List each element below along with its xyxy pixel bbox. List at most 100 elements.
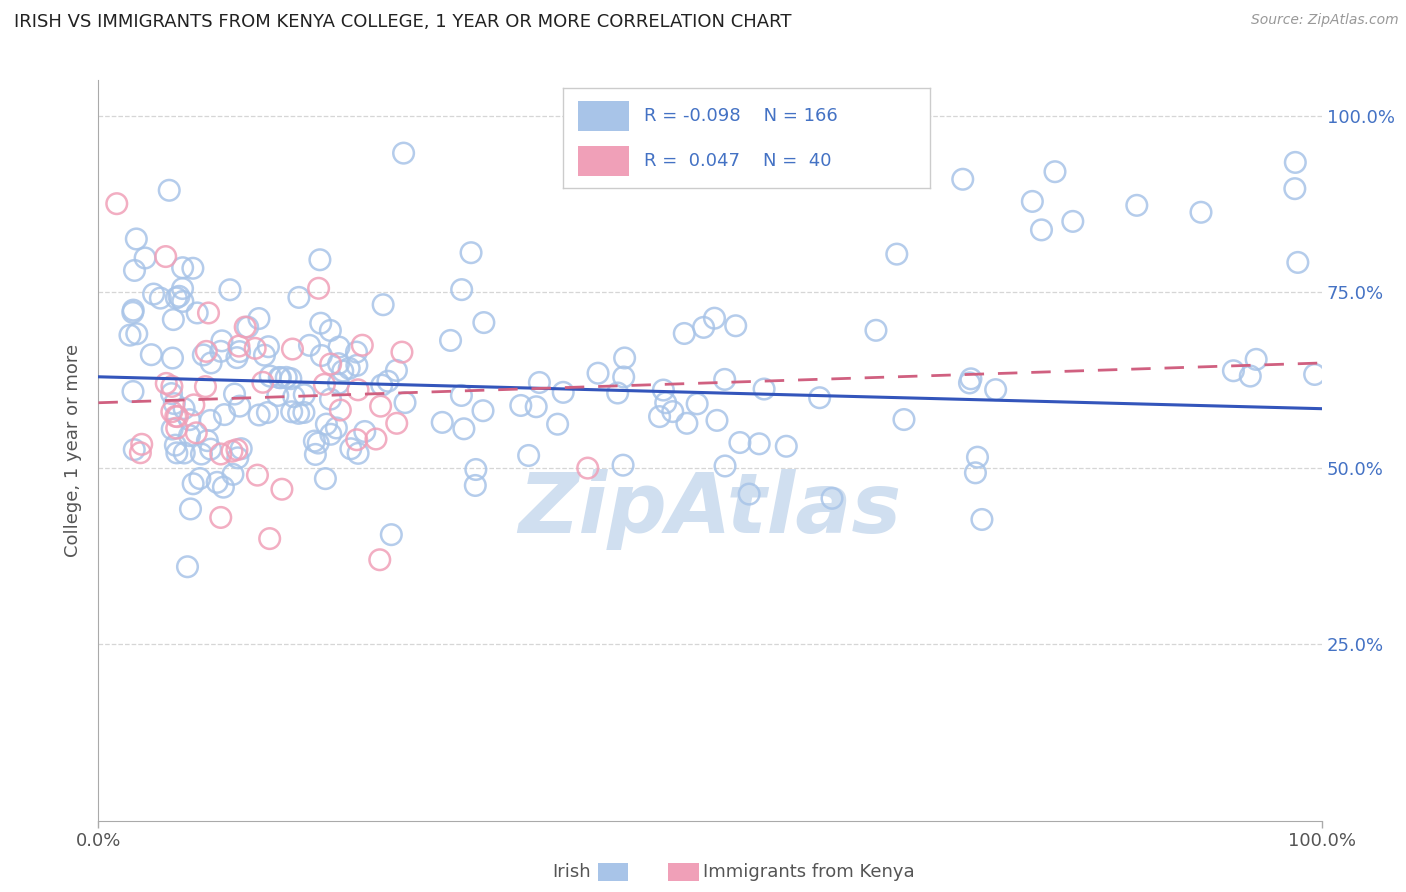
Point	[364, 432, 387, 446]
Point	[392, 146, 415, 161]
Text: Irish: Irish	[553, 863, 591, 881]
Point	[166, 421, 188, 435]
Point	[553, 385, 575, 400]
Point	[686, 397, 709, 411]
Point	[276, 370, 298, 384]
Point	[314, 377, 336, 392]
Point	[385, 417, 408, 431]
Point	[121, 305, 143, 319]
Point	[1021, 194, 1043, 209]
Point	[893, 412, 915, 426]
Point	[952, 172, 974, 186]
Point	[105, 196, 128, 211]
Point	[179, 428, 201, 442]
Point	[165, 409, 187, 424]
Point	[131, 437, 153, 451]
Point	[288, 290, 311, 304]
Point	[724, 318, 747, 333]
Point	[385, 363, 408, 377]
Point	[160, 405, 183, 419]
Point	[209, 447, 232, 461]
Point	[1062, 214, 1084, 228]
Point	[228, 339, 250, 353]
Point	[332, 364, 354, 378]
Point	[1239, 369, 1261, 384]
Point	[775, 439, 797, 453]
Point	[450, 388, 472, 402]
Point	[247, 311, 270, 326]
Point	[270, 482, 294, 496]
Point	[464, 478, 486, 492]
Point	[181, 476, 204, 491]
Point	[1031, 223, 1053, 237]
Point	[183, 398, 205, 412]
Point	[450, 283, 472, 297]
Point	[346, 345, 368, 359]
Point	[292, 405, 315, 419]
Point	[353, 425, 375, 439]
Point	[167, 289, 190, 303]
Point	[370, 378, 392, 392]
Point	[432, 416, 454, 430]
Point	[315, 417, 337, 431]
Point	[280, 371, 302, 385]
Point	[149, 291, 172, 305]
Point	[391, 345, 413, 359]
Point	[211, 334, 233, 348]
Point	[129, 446, 152, 460]
Point	[325, 421, 347, 435]
Point	[706, 413, 728, 427]
Point	[654, 396, 676, 410]
Point	[141, 348, 163, 362]
Point	[368, 553, 391, 567]
Point	[453, 422, 475, 436]
Point	[328, 357, 350, 371]
Point	[966, 450, 988, 465]
Point	[214, 408, 236, 422]
Point	[308, 281, 330, 295]
Point	[517, 449, 540, 463]
Point	[347, 383, 370, 397]
Point	[821, 491, 844, 506]
Point	[259, 532, 281, 546]
Point	[160, 379, 183, 393]
Point	[309, 252, 332, 267]
Point	[155, 250, 177, 264]
Point	[1043, 164, 1066, 178]
Point	[269, 370, 291, 384]
Point	[394, 395, 416, 409]
Point	[160, 422, 183, 436]
Point	[233, 320, 256, 334]
Point	[586, 366, 609, 380]
Point	[172, 294, 194, 309]
Point	[259, 369, 281, 384]
Point	[200, 442, 222, 457]
Point	[181, 261, 204, 276]
Point	[179, 502, 201, 516]
Point	[509, 399, 531, 413]
Point	[748, 437, 770, 451]
Point	[173, 401, 195, 416]
Point	[661, 404, 683, 418]
Point	[612, 458, 634, 472]
Point	[298, 338, 321, 352]
Point	[1286, 255, 1309, 269]
Point	[319, 392, 342, 406]
Point	[226, 351, 249, 365]
Point	[292, 388, 315, 402]
Point	[648, 409, 671, 424]
Point	[1126, 198, 1149, 212]
Point	[267, 388, 290, 402]
Point	[157, 183, 180, 197]
Point	[190, 447, 212, 461]
Point	[124, 263, 146, 277]
Point	[352, 338, 374, 352]
Point	[125, 326, 148, 341]
Point	[243, 342, 266, 356]
Point	[280, 405, 302, 419]
Point	[309, 316, 332, 330]
Point	[163, 396, 186, 410]
Point	[224, 387, 246, 401]
Point	[200, 356, 222, 370]
Point	[472, 403, 495, 417]
